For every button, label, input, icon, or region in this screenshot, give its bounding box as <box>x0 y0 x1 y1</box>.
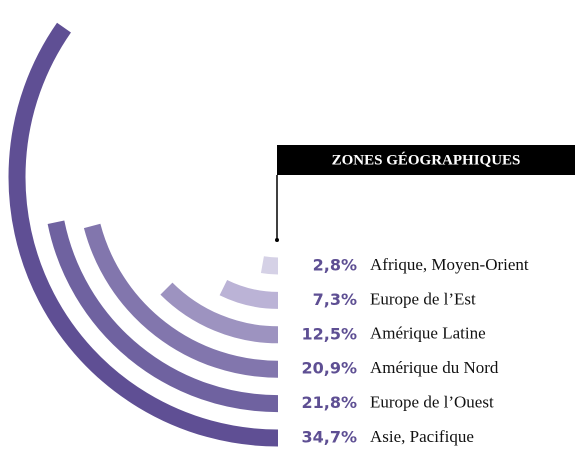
arc-bar <box>260 256 279 275</box>
arc-bar <box>219 279 279 309</box>
value-label: 12,5% <box>301 324 357 343</box>
arc-bar <box>160 282 279 344</box>
value-label: 7,3% <box>313 290 357 309</box>
arc-bar <box>83 223 279 378</box>
arc-bar <box>47 220 279 413</box>
category-label: Asie, Pacifique <box>370 427 474 446</box>
pointer-dot <box>275 238 279 242</box>
title-box <box>277 145 575 175</box>
arc-bar <box>8 22 279 447</box>
value-label: 20,9% <box>301 359 357 378</box>
chart-title: ZONES GÉOGRAPHIQUES <box>332 151 521 168</box>
category-label: Europe de l’Ouest <box>370 393 494 412</box>
category-label: Amérique du Nord <box>370 358 499 377</box>
category-label: Afrique, Moyen-Orient <box>370 255 529 274</box>
category-label: Europe de l’Est <box>370 289 476 308</box>
value-label: 34,7% <box>301 428 357 447</box>
value-label: 2,8% <box>313 256 357 275</box>
value-label: 21,8% <box>301 393 357 412</box>
category-label: Amérique Latine <box>370 324 486 343</box>
